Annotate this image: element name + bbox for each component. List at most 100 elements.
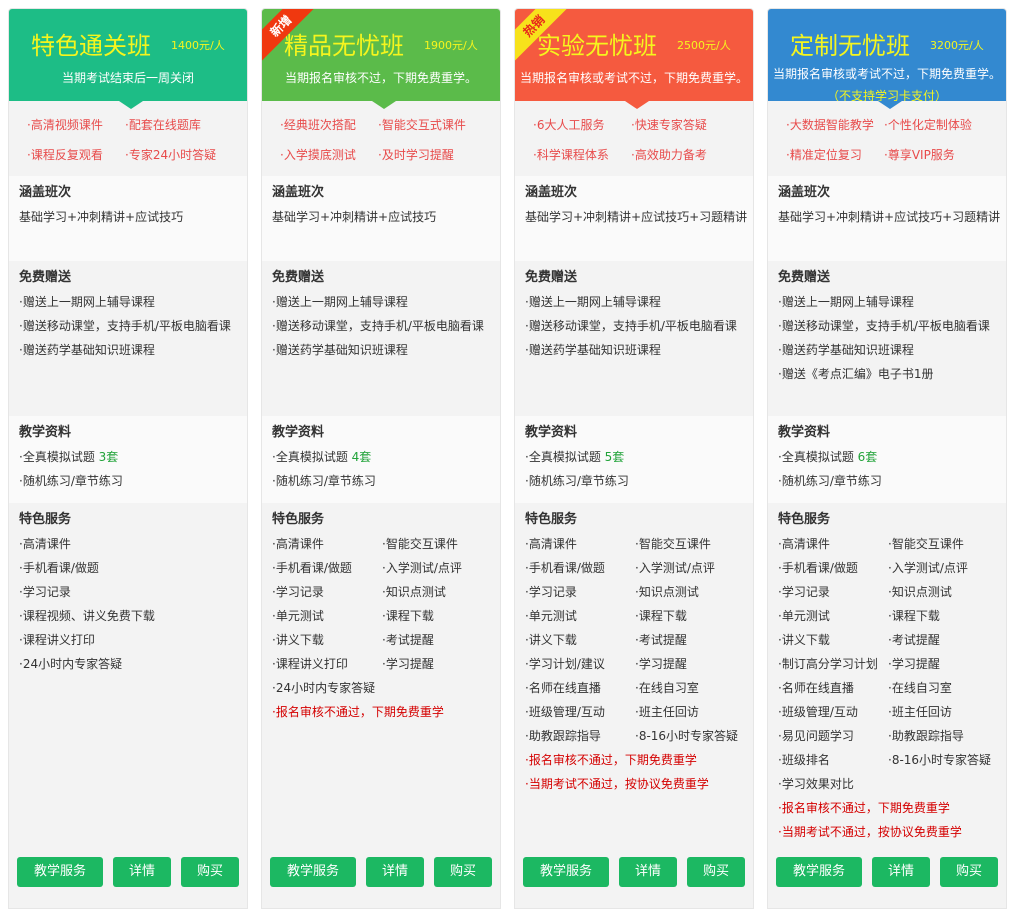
service-item: ·入学测试/点评: [635, 561, 715, 575]
section-title: 涵盖班次: [778, 185, 831, 200]
material-item: ·全真模拟试题 6套: [778, 448, 1006, 472]
service-item: ·高清课件: [778, 537, 830, 551]
plan-card: 精品无忧班 1900元/人 当期报名审核不过，下期免费重学。 新增 ·经典班次搭配 ·智能…: [261, 8, 501, 909]
teaching-service-button[interactable]: 教学服务: [776, 857, 862, 887]
service-item: ·助教跟踪指导: [525, 729, 601, 743]
header-pointer: [119, 101, 143, 109]
feature-item: ·科学课程体系: [533, 148, 609, 162]
section-title: 特色服务: [272, 512, 325, 527]
teaching-service-button[interactable]: 教学服务: [17, 857, 103, 887]
guarantee-item: ·报名审核不通过，下期免费重学: [272, 705, 444, 719]
plan-price: 3200元/人: [930, 39, 984, 52]
plan-title: 定制无忧班: [790, 32, 910, 60]
service-item: ·单元测试: [272, 609, 324, 623]
buy-button[interactable]: 购买: [687, 857, 745, 887]
service-item: ·智能交互课件: [635, 537, 711, 551]
service-item: ·课程视频、讲义免费下载: [19, 609, 155, 623]
gift-item: ·赠送上一期网上辅导课程: [525, 295, 661, 309]
guarantee-item: ·报名审核不通过，下期免费重学: [525, 753, 697, 767]
material-count: 3套: [98, 450, 119, 464]
buy-button[interactable]: 购买: [940, 857, 998, 887]
material-count: 5套: [604, 450, 625, 464]
details-button[interactable]: 详情: [113, 857, 171, 887]
buy-button[interactable]: 购买: [434, 857, 492, 887]
section-title: 免费赠送: [525, 270, 578, 285]
feature-highlights: ·经典班次搭配 ·智能交互式课件 ·入学摸底测试 ·及时学习提醒: [262, 101, 500, 176]
service-item: ·单元测试: [525, 609, 577, 623]
plan-title: 实验无忧班: [537, 32, 657, 60]
material-item: ·随机练习/章节练习: [272, 474, 376, 488]
details-button[interactable]: 详情: [619, 857, 677, 887]
gift-item: ·赠送上一期网上辅导课程: [19, 295, 155, 309]
gift-item: ·赠送药学基础知识班课程: [272, 343, 408, 357]
action-buttons: 教学服务 详情 购买: [270, 857, 492, 887]
service-item: ·知识点测试: [635, 585, 699, 599]
feature-item: ·智能交互式课件: [378, 118, 466, 132]
section-services: 特色服务 ·高清课件 ·手机看课/做题 ·学习记录 ·单元测试 ·讲义下载 ·学习计划/建议…: [515, 503, 753, 791]
service-item: ·讲义下载: [272, 633, 324, 647]
plan-card: 定制无忧班 3200元/人当期报名审核或考试不过，下期免费重学。 （不支持学习卡支付…: [767, 8, 1007, 909]
buy-button[interactable]: 购买: [181, 857, 239, 887]
details-button[interactable]: 详情: [366, 857, 424, 887]
gift-item: ·赠送移动课堂，支持手机/平板电脑看课: [525, 319, 737, 333]
material-text: ·全真模拟试题: [525, 450, 605, 464]
service-item: ·课程讲义打印: [272, 657, 348, 671]
feature-highlights: ·6大人工服务 ·快速专家答疑 ·科学课程体系 ·高效助力备考: [515, 101, 753, 176]
service-item: ·手机看课/做题: [778, 561, 858, 575]
section-title: 教学资料: [778, 425, 831, 440]
service-item: ·学习计划/建议: [525, 657, 605, 671]
material-text: ·全真模拟试题: [19, 450, 99, 464]
feature-item: ·快速专家答疑: [631, 118, 707, 132]
service-item: ·学习提醒: [635, 657, 687, 671]
material-item: ·全真模拟试题 4套: [272, 448, 500, 472]
service-item: ·单元测试: [778, 609, 830, 623]
cover-text: 基础学习+冲刺精讲+应试技巧: [272, 210, 437, 224]
section-materials: 教学资料 ·全真模拟试题 6套 ·随机练习/章节练习: [768, 416, 1006, 503]
teaching-service-button[interactable]: 教学服务: [270, 857, 356, 887]
service-item: ·高清课件: [272, 537, 324, 551]
guarantee-item: ·当期考试不通过，按协议免费重学: [525, 777, 709, 791]
service-item: ·学习记录: [272, 585, 324, 599]
service-item: ·班级排名: [778, 753, 830, 767]
section-title: 涵盖班次: [19, 185, 72, 200]
plan-subtitle: 当期报名审核或考试不过，下期免费重学。: [772, 67, 1001, 81]
section-services: 特色服务 ·高清课件 ·手机看课/做题 ·学习记录 ·单元测试 ·讲义下载 ·课程讲义打印 ·…: [262, 503, 500, 719]
feature-item: ·及时学习提醒: [378, 148, 454, 162]
service-item: ·入学测试/点评: [888, 561, 968, 575]
section-title: 免费赠送: [272, 270, 325, 285]
service-item: ·手机看课/做题: [272, 561, 352, 575]
gift-item: ·赠送药学基础知识班课程: [19, 343, 155, 357]
service-item: ·考试提醒: [635, 633, 687, 647]
details-button[interactable]: 详情: [872, 857, 930, 887]
feature-item: ·大数据智能教学: [786, 118, 874, 132]
service-item: ·班级管理/互动: [525, 705, 605, 719]
section-title: 教学资料: [19, 425, 72, 440]
plan-header: 特色通关班 1400元/人 当期考试结束后一周关闭: [9, 9, 247, 109]
section-title: 涵盖班次: [525, 185, 578, 200]
action-buttons: 教学服务 详情 购买: [17, 857, 239, 887]
feature-item: ·6大人工服务: [533, 118, 605, 132]
plan-subtitle-note: （不支持学习卡支付）: [826, 89, 947, 103]
header-pointer: [625, 101, 649, 109]
section-title: 教学资料: [525, 425, 578, 440]
section-materials: 教学资料 ·全真模拟试题 4套 ·随机练习/章节练习: [262, 416, 500, 503]
plan-subtitle: 当期报名审核不过，下期免费重学。: [284, 71, 477, 85]
section-cover: 涵盖班次 基础学习+冲刺精讲+应试技巧: [9, 176, 247, 261]
plan-title: 精品无忧班: [284, 32, 404, 60]
section-gifts: 免费赠送 ·赠送上一期网上辅导课程 ·赠送移动课堂，支持手机/平板电脑看课 ·赠送药学…: [515, 261, 753, 416]
teaching-service-button[interactable]: 教学服务: [523, 857, 609, 887]
section-materials: 教学资料 ·全真模拟试题 5套 ·随机练习/章节练习: [515, 416, 753, 503]
service-item: ·知识点测试: [888, 585, 952, 599]
service-item: ·24小时内专家答疑: [19, 657, 123, 671]
material-item: ·随机练习/章节练习: [525, 474, 629, 488]
feature-item: ·高效助力备考: [631, 148, 707, 162]
feature-highlights: ·高清视频课件 ·配套在线题库 ·课程反复观看 ·专家24小时答疑: [9, 101, 247, 176]
material-count: 6套: [857, 450, 878, 464]
guarantee-item: ·报名审核不通过，下期免费重学: [778, 801, 950, 815]
material-count: 4套: [351, 450, 372, 464]
gift-item: ·赠送移动课堂，支持手机/平板电脑看课: [272, 319, 484, 333]
material-text: ·全真模拟试题: [778, 450, 858, 464]
service-item: ·班主任回访: [635, 705, 699, 719]
cover-text: 基础学习+冲刺精讲+应试技巧+习题精讲: [778, 210, 1001, 224]
plan-price: 1900元/人: [424, 39, 478, 52]
